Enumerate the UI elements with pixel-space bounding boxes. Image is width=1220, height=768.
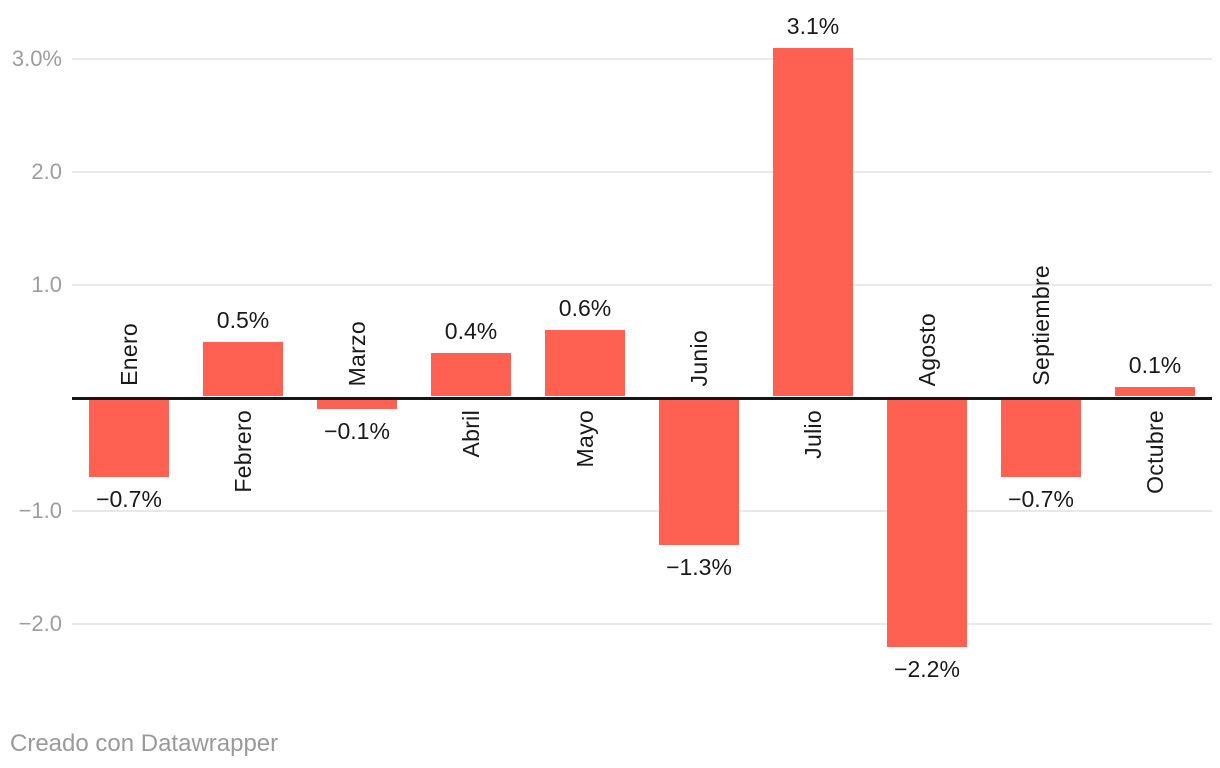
y-gridline <box>72 510 1212 512</box>
category-label: Mayo <box>572 410 598 468</box>
value-label: −1.3% <box>666 553 732 580</box>
bar <box>1001 400 1081 478</box>
bar-group: −0.7% Septiembre <box>984 0 1098 768</box>
value-label: 0.4% <box>444 317 498 344</box>
category-label: Abril <box>458 410 484 458</box>
category-label: Septiembre <box>1028 265 1054 386</box>
category-label: Marzo <box>344 320 370 386</box>
bar <box>203 341 283 396</box>
y-gridline <box>72 623 1212 625</box>
value-label: −0.1% <box>324 418 390 445</box>
bar-group: −2.2% Agosto <box>870 0 984 768</box>
bar-group: −0.7% Enero <box>72 0 186 768</box>
bar-group: −1.3% Junio <box>642 0 756 768</box>
bar <box>659 400 739 545</box>
bar <box>1115 386 1195 396</box>
y-axis-tick-label: 3.0% <box>11 46 62 71</box>
bar <box>773 47 853 396</box>
value-label: −2.2% <box>894 655 960 682</box>
y-gridline <box>72 58 1212 60</box>
category-label: Octubre <box>1142 410 1168 494</box>
value-label: 0.1% <box>1128 351 1182 378</box>
bar-group: 0.5% Febrero <box>186 0 300 768</box>
x-axis-baseline <box>72 397 1212 400</box>
y-axis-tick-label: −1.0 <box>18 498 62 523</box>
bar-group: 0.4% Abril <box>414 0 528 768</box>
y-axis-tick-label: 2.0 <box>31 159 62 184</box>
y-gridline <box>72 171 1212 173</box>
value-label: 0.5% <box>216 306 270 333</box>
bar-group: 3.1% Julio <box>756 0 870 768</box>
value-label: 3.1% <box>786 12 840 39</box>
y-axis-tick-label: 1.0 <box>31 272 62 297</box>
category-label: Enero <box>116 323 142 386</box>
bar <box>431 352 511 396</box>
bar <box>89 400 169 478</box>
category-label: Julio <box>800 410 826 459</box>
bar-group: 0.6% Mayo <box>528 0 642 768</box>
category-label: Agosto <box>914 312 940 386</box>
bar-group: 0.1% Octubre <box>1098 0 1212 768</box>
bar <box>545 330 625 396</box>
bar <box>887 400 967 647</box>
category-label: Junio <box>686 329 712 386</box>
bar <box>317 400 397 410</box>
category-label: Febrero <box>230 410 256 493</box>
bar-group: −0.1% Marzo <box>300 0 414 768</box>
y-gridline <box>72 284 1212 286</box>
y-axis-tick-label: −2.0 <box>18 611 62 636</box>
value-label: −0.7% <box>96 486 162 513</box>
value-label: −0.7% <box>1008 486 1074 513</box>
datawrapper-credit-link[interactable]: Creado con Datawrapper <box>10 730 279 757</box>
value-label: 0.6% <box>558 295 612 322</box>
